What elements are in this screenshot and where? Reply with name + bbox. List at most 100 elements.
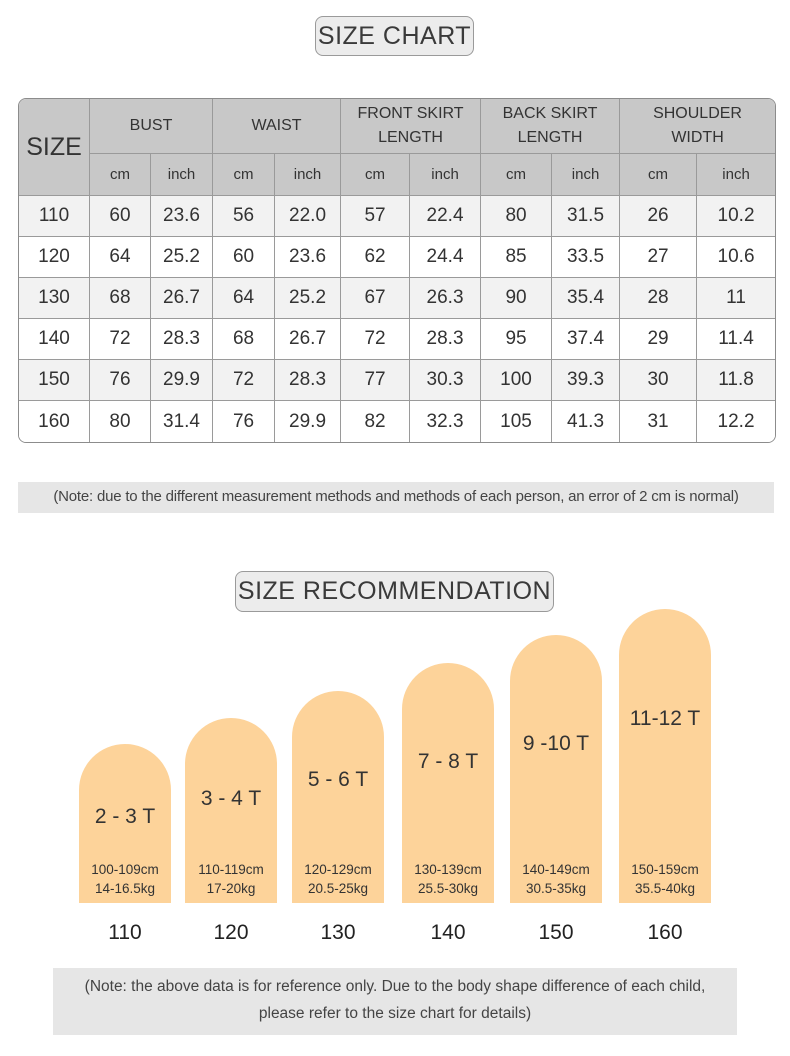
table-row: 140 72 28.3 68 26.7 72 28.3 95 37.4 29 11.4 (19, 319, 776, 360)
table-row: 160 80 31.4 76 29.9 82 32.3 105 41.3 31 12.2 (19, 401, 776, 442)
measurement-cell: 80 (481, 196, 553, 237)
unit-header: cm (341, 154, 411, 196)
measurement-cell: 26.7 (275, 319, 342, 360)
unit-header: inch (410, 154, 482, 196)
height-range-label: 140-149cm (522, 862, 590, 877)
measurement-cell: 24.4 (410, 237, 482, 278)
waist-header: WAIST (213, 99, 342, 154)
size-cell: 110 (19, 196, 90, 237)
measurement-cell: 64 (90, 237, 151, 278)
size-pill: 3 - 4 T 110-119cm 17-20kg (185, 718, 277, 903)
measurement-cell: 28.3 (410, 319, 482, 360)
size-recommendation-title: SIZE RECOMMENDATION (235, 571, 554, 612)
reference-note: (Note: the above data is for reference o… (53, 968, 737, 1035)
size-pill: 11-12 T 150-159cm 35.5-40kg (619, 609, 711, 903)
measurement-cell: 10.2 (697, 196, 776, 237)
measurement-cell: 76 (90, 360, 151, 401)
measurement-cell: 31.4 (151, 401, 214, 442)
measurement-cell: 62 (341, 237, 411, 278)
measurement-cell: 22.0 (275, 196, 342, 237)
measurement-cell: 10.6 (697, 237, 776, 278)
measurement-cell: 85 (481, 237, 553, 278)
measurement-cell: 11.4 (697, 319, 776, 360)
measurement-cell: 26.7 (151, 278, 214, 319)
unit-header: cm (90, 154, 151, 196)
table-row: 150 76 29.9 72 28.3 77 30.3 100 39.3 30 11.8 (19, 360, 776, 401)
measurement-cell: 28.3 (151, 319, 214, 360)
measurement-note: (Note: due to the different measurement … (18, 482, 774, 513)
measurement-cell: 11.8 (697, 360, 776, 401)
measurement-cell: 28 (620, 278, 698, 319)
measurement-cell: 23.6 (275, 237, 342, 278)
size-cell: 140 (19, 319, 90, 360)
size-label: 110 (108, 921, 142, 944)
measurement-cell: 26 (620, 196, 698, 237)
measurement-cell: 60 (90, 196, 151, 237)
front-skirt-length-header: FRONT SKIRT LENGTH (341, 99, 482, 154)
measurement-cell: 29 (620, 319, 698, 360)
weight-range-label: 25.5-30kg (417, 881, 479, 896)
age-range-label: 11-12 T (629, 707, 701, 730)
measurement-cell: 32.3 (410, 401, 482, 442)
measurement-cell: 29.9 (151, 360, 214, 401)
measurement-cell: 33.5 (552, 237, 621, 278)
measurement-cell: 25.2 (151, 237, 214, 278)
measurement-cell: 11 (697, 278, 776, 319)
measurement-cell: 41.3 (552, 401, 621, 442)
measurement-cell: 68 (90, 278, 151, 319)
size-chart-table: SIZE BUST WAIST FRONT SKIRT LENGTH BACK S… (18, 98, 777, 443)
shoulder-width-header: SHOULDER WIDTH (620, 99, 776, 154)
size-pill: 2 - 3 T 100-109cm 14-16.5kg (79, 744, 171, 903)
bust-header: BUST (90, 99, 214, 154)
size-chart-title: SIZE CHART (315, 16, 474, 56)
height-range-label: 120-129cm (304, 862, 372, 877)
measurement-cell: 27 (620, 237, 698, 278)
measurement-cell: 60 (213, 237, 276, 278)
height-range-label: 130-139cm (414, 862, 482, 877)
measurement-cell: 90 (481, 278, 553, 319)
size-pill: 5 - 6 T 120-129cm 20.5-25kg (292, 691, 384, 903)
measurement-cell: 67 (341, 278, 411, 319)
size-column-header: SIZE (19, 99, 90, 196)
size-cell: 150 (19, 360, 90, 401)
measurement-cell: 28.3 (275, 360, 342, 401)
size-cell: 160 (19, 401, 90, 442)
measurement-cell: 82 (341, 401, 411, 442)
measurement-cell: 57 (341, 196, 411, 237)
size-cell: 130 (19, 278, 90, 319)
unit-header: inch (151, 154, 214, 196)
measurement-cell: 77 (341, 360, 411, 401)
measurement-cell: 22.4 (410, 196, 482, 237)
measurement-cell: 64 (213, 278, 276, 319)
weight-range-label: 30.5-35kg (525, 881, 587, 896)
size-cell: 120 (19, 237, 90, 278)
size-label: 150 (538, 921, 574, 944)
age-range-label: 7 - 8 T (417, 750, 479, 773)
table-row: 110 60 23.6 56 22.0 57 22.4 80 31.5 26 10.2 (19, 196, 776, 237)
weight-range-label: 17-20kg (206, 881, 256, 896)
age-range-label: 5 - 6 T (307, 768, 369, 791)
measurement-cell: 105 (481, 401, 553, 442)
unit-header: inch (275, 154, 342, 196)
unit-header: cm (481, 154, 553, 196)
back-skirt-length-header: BACK SKIRT LENGTH (481, 99, 621, 154)
measurement-cell: 30.3 (410, 360, 482, 401)
unit-header: cm (620, 154, 698, 196)
measurement-cell: 80 (90, 401, 151, 442)
size-label: 160 (647, 921, 683, 944)
measurement-cell: 25.2 (275, 278, 342, 319)
measurement-cell: 100 (481, 360, 553, 401)
unit-header: cm (213, 154, 276, 196)
measurement-cell: 12.2 (697, 401, 776, 442)
weight-range-label: 20.5-25kg (307, 881, 369, 896)
size-label: 120 (213, 921, 249, 944)
measurement-cell: 72 (341, 319, 411, 360)
age-range-label: 2 - 3 T (94, 805, 156, 828)
measurement-cell: 30 (620, 360, 698, 401)
weight-range-label: 14-16.5kg (94, 881, 156, 896)
weight-range-label: 35.5-40kg (634, 881, 696, 896)
size-pill: 9 -10 T 140-149cm 30.5-35kg (510, 635, 602, 903)
age-range-label: 3 - 4 T (200, 787, 262, 810)
measurement-cell: 26.3 (410, 278, 482, 319)
measurement-cell: 76 (213, 401, 276, 442)
